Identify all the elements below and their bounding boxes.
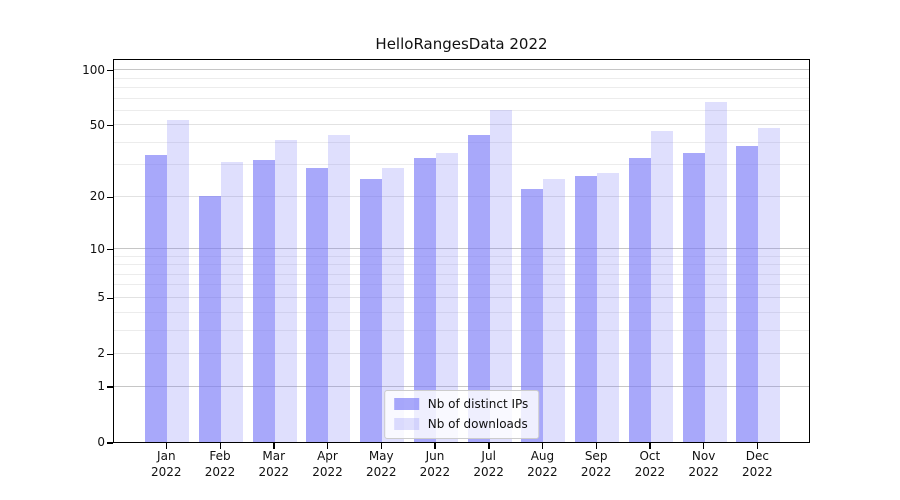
x-tick-label-feb: Feb 2022 xyxy=(204,449,236,479)
gridline-y-30 xyxy=(114,164,809,166)
bar-downloads-sep xyxy=(597,173,620,442)
x-tick-label-jan: Jan 2022 xyxy=(151,449,182,479)
gridline-y-50 xyxy=(114,124,809,126)
y-tickmark xyxy=(107,353,113,356)
x-tick-label-apr: Apr 2022 xyxy=(312,449,343,479)
y-tickmark xyxy=(107,125,113,127)
bar-ips-may xyxy=(360,179,383,442)
bar-downloads-jun xyxy=(435,152,458,442)
x-tickmark xyxy=(165,443,168,449)
legend: Nb of distinct IPs Nb of downloads xyxy=(383,390,540,439)
bar-downloads-may xyxy=(382,167,405,442)
y-tick-label-10: 10 xyxy=(89,241,105,256)
bar-ips-dec xyxy=(736,146,759,442)
x-tick-label-jul: Jul 2022 xyxy=(473,449,504,479)
x-tickmark xyxy=(434,443,436,449)
x-tick-label-may: May 2022 xyxy=(365,449,397,479)
x-tickmark xyxy=(595,443,598,449)
legend-swatch-distinct-ips-icon xyxy=(393,398,419,410)
bar-downloads-jan xyxy=(167,120,190,442)
y-tick-label-20: 20 xyxy=(89,189,105,204)
bar-downloads-feb xyxy=(221,162,244,442)
bar-ips-feb xyxy=(199,196,222,442)
bar-ips-jun xyxy=(413,157,436,442)
gridline-y-3 xyxy=(114,329,809,331)
gridline-y-8 xyxy=(114,264,809,266)
y-tickmark xyxy=(107,386,113,388)
y-tick-label-100: 100 xyxy=(82,62,105,77)
y-tick-label-0: 0 xyxy=(97,435,105,449)
bar-downloads-dec xyxy=(758,128,781,442)
bar-ips-aug xyxy=(521,189,544,442)
x-tickmark xyxy=(703,443,705,449)
y-tickmark xyxy=(107,297,113,300)
gridline-y-100 xyxy=(114,69,809,71)
gridline-y-40 xyxy=(114,141,809,143)
x-tick-label-dec: Dec 2022 xyxy=(742,449,773,479)
legend-label-distinct-ips: Nb of distinct IPs xyxy=(427,397,529,411)
gridline-y-60 xyxy=(114,109,809,111)
chart-title: HelloRangesData 2022 xyxy=(375,35,548,53)
gridline-y-80 xyxy=(114,86,809,88)
gridline-y-6 xyxy=(114,284,809,286)
x-tickmark xyxy=(326,443,329,449)
y-tickmark xyxy=(107,248,113,251)
bar-downloads-nov xyxy=(704,101,727,442)
bar-downloads-aug xyxy=(543,179,566,442)
x-tickmark xyxy=(541,443,544,449)
x-tick-label-oct: Oct 2022 xyxy=(634,449,666,479)
gridline-y-1 xyxy=(114,385,809,387)
gridline-y-70 xyxy=(114,97,809,99)
gridline-y-2 xyxy=(114,352,809,354)
y-tick-label-1: 1 xyxy=(97,379,105,394)
y-tickmark xyxy=(107,69,113,72)
plot-area: Nb of distinct IPs Nb of downloads xyxy=(113,59,810,443)
gridline-y-10 xyxy=(114,248,809,250)
bar-downloads-mar xyxy=(274,140,297,442)
x-tick-label-jun: Jun 2022 xyxy=(419,449,451,479)
bar-downloads-oct xyxy=(650,131,673,442)
gridline-y-20 xyxy=(114,195,809,197)
y-tick-label-50: 50 xyxy=(89,117,105,132)
legend-item-downloads: Nb of downloads xyxy=(393,417,529,431)
y-tickmark xyxy=(107,442,113,444)
x-tickmark xyxy=(756,443,759,449)
bar-ips-jul xyxy=(467,134,490,442)
x-tick-label-sep: Sep 2022 xyxy=(580,449,612,479)
y-tick-label-2: 2 xyxy=(97,346,105,361)
gridline-y-7 xyxy=(114,273,809,275)
bar-downloads-jul xyxy=(489,110,512,442)
bar-downloads-apr xyxy=(328,134,351,442)
y-tick-label-5: 5 xyxy=(97,290,105,305)
bar-ips-sep xyxy=(575,176,598,442)
bar-ips-oct xyxy=(628,157,651,442)
bar-ips-apr xyxy=(306,167,329,442)
x-tickmark xyxy=(380,443,383,449)
x-tick-label-mar: Mar 2022 xyxy=(258,449,290,479)
y-tickmark xyxy=(107,196,113,199)
bar-ips-mar xyxy=(252,159,275,442)
bar-ips-jan xyxy=(145,155,168,442)
x-tick-label-nov: Nov 2022 xyxy=(688,449,719,479)
x-tickmark xyxy=(273,443,275,449)
gridline-y-90 xyxy=(114,77,809,79)
gridline-y-5 xyxy=(114,296,809,298)
x-tickmark xyxy=(219,443,221,449)
gridline-y-4 xyxy=(114,311,809,313)
legend-item-distinct-ips: Nb of distinct IPs xyxy=(393,397,529,411)
legend-swatch-downloads-icon xyxy=(393,418,419,430)
bar-ips-nov xyxy=(682,152,705,442)
x-tickmark xyxy=(649,443,651,449)
x-tick-label-aug: Aug 2022 xyxy=(527,449,558,479)
x-tickmark xyxy=(488,443,490,449)
gridline-y-9 xyxy=(114,255,809,257)
legend-label-downloads: Nb of downloads xyxy=(427,417,528,431)
